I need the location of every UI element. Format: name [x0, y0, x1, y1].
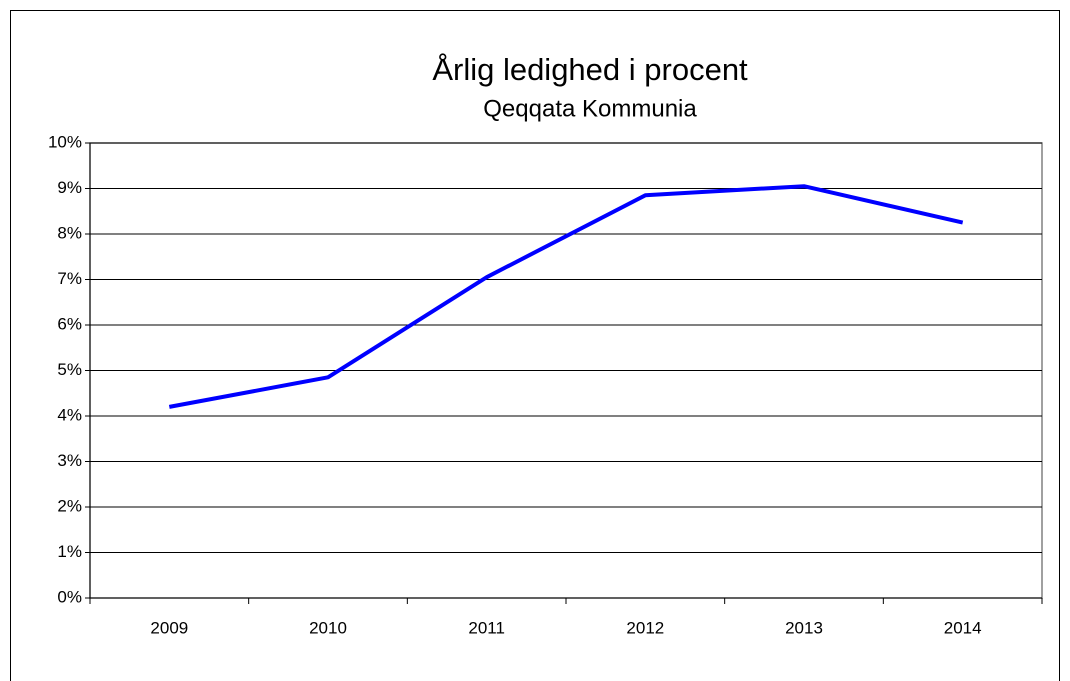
y-tick-label: 3% — [57, 451, 82, 470]
y-tick-label: 4% — [57, 405, 82, 424]
y-tick-label: 10% — [48, 132, 82, 151]
y-tick-label: 2% — [57, 496, 82, 515]
y-tick-label: 6% — [57, 314, 82, 333]
y-tick-label: 1% — [57, 542, 82, 561]
y-tick-label: 9% — [57, 178, 82, 197]
x-tick-label: 2011 — [468, 618, 505, 637]
chart-subtitle: Qeqqata Kommunia — [483, 95, 697, 122]
x-tick-label: 2013 — [785, 618, 823, 637]
line-series — [168, 184, 964, 409]
x-tick-label: 2010 — [309, 618, 347, 637]
x-tick-label: 2012 — [626, 618, 664, 637]
x-tick-label: 2014 — [944, 618, 982, 637]
y-tick-label: 7% — [57, 269, 82, 288]
y-tick-label: 0% — [57, 587, 82, 606]
chart-title: Årlig ledighed i procent — [432, 52, 748, 87]
x-tick-label: 2009 — [150, 618, 188, 637]
y-tick-label: 5% — [57, 360, 82, 379]
y-tick-label: 8% — [57, 223, 82, 242]
